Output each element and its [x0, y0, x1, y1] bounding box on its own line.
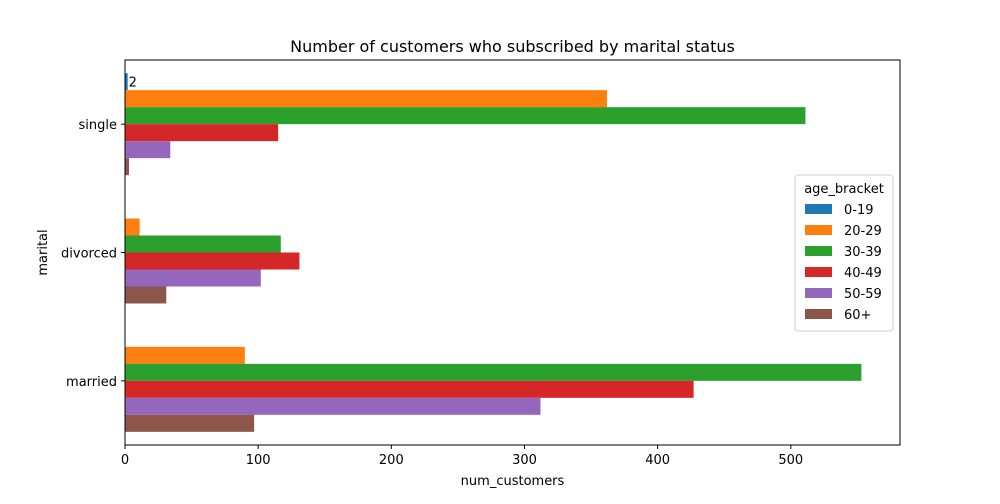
legend-label-20-29: 20-29 — [844, 224, 882, 239]
x-tick-label: 200 — [379, 453, 404, 468]
legend-swatch-20-29 — [805, 225, 832, 235]
bars-group — [125, 73, 862, 432]
legend-swatch-30-39 — [805, 246, 832, 256]
legend-label-40-49: 40-49 — [844, 266, 882, 281]
bar-married-60+ — [125, 414, 255, 432]
x-tick-label: 500 — [778, 453, 803, 468]
legend-label-60+: 60+ — [844, 308, 871, 323]
x-tick-label: 0 — [121, 453, 129, 468]
bar-divorced-60+ — [125, 286, 167, 304]
bar-married-50-59 — [125, 397, 541, 415]
bar-married-40-49 — [125, 380, 694, 398]
x-tick-label: 400 — [645, 453, 670, 468]
legend-swatch-40-49 — [805, 267, 832, 277]
x-axis-label: num_customers — [461, 474, 565, 489]
y-tick-label-single: single — [79, 118, 118, 133]
y-axis-ticks: single divorced married — [61, 118, 125, 390]
bar-single-30-39 — [125, 107, 806, 125]
bar-value-label: 2 — [129, 76, 137, 91]
legend-swatch-50-59 — [805, 288, 832, 298]
bar-divorced-20-29 — [125, 218, 140, 236]
plot-frame — [124, 59, 901, 446]
bar-married-30-39 — [125, 363, 862, 381]
x-axis-ticks: 0 100 200 300 400 500 — [121, 445, 803, 468]
x-tick-label: 300 — [512, 453, 537, 468]
legend-title: age_bracket — [804, 182, 884, 197]
bar-divorced-50-59 — [125, 269, 261, 287]
bar-single-60+ — [125, 158, 129, 176]
y-tick-label-married: married — [66, 375, 117, 390]
x-tick-label: 100 — [246, 453, 271, 468]
legend-label-0-19: 0-19 — [844, 203, 874, 218]
legend: age_bracket 0-19 20-29 30-39 40-49 50-59 60+ — [794, 174, 894, 332]
bar-divorced-40-49 — [125, 252, 300, 270]
bar-single-20-29 — [125, 90, 608, 108]
bar-married-20-29 — [125, 346, 245, 364]
y-axis-label: marital — [36, 229, 51, 275]
bar-single-40-49 — [125, 124, 279, 142]
legend-label-30-39: 30-39 — [844, 245, 882, 260]
bar-single-50-59 — [125, 141, 171, 159]
legend-label-50-59: 50-59 — [844, 287, 882, 302]
bar-divorced-30-39 — [125, 235, 281, 253]
y-tick-label-divorced: divorced — [61, 247, 117, 262]
legend-swatch-60+ — [805, 309, 832, 319]
legend-swatch-0-19 — [805, 204, 832, 214]
chart-title: Number of customers who subscribed by ma… — [290, 37, 735, 56]
bar-single-0-19 — [125, 73, 128, 91]
annotations-group: 2 — [129, 76, 137, 91]
